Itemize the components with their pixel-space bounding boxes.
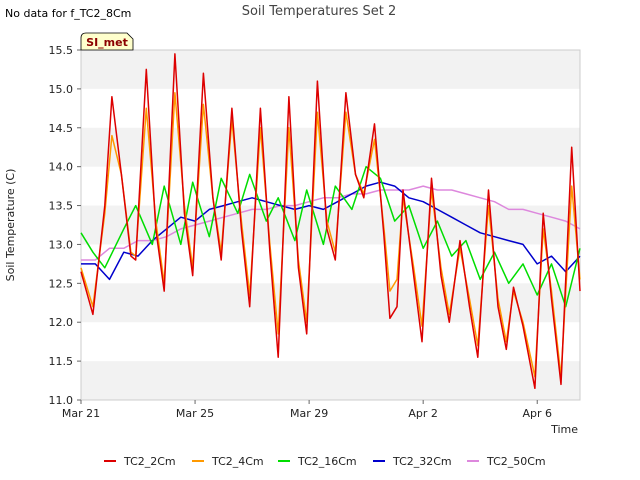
chart-title: Soil Temperatures Set 2	[242, 4, 397, 19]
series-lines	[80, 53, 581, 390]
series-line-tc2_16cm	[80, 165, 581, 308]
site-badge-label: SI_met	[86, 36, 128, 49]
series-line-tc2_32cm	[81, 181, 581, 281]
legend-item: TC2_32Cm	[373, 455, 452, 468]
legend-label: TC2_2Cm	[123, 455, 176, 468]
plot-band	[81, 50, 580, 89]
series-line-tc2_50cm	[81, 185, 581, 261]
plot-frame	[80, 49, 581, 401]
series-line-tc2_2cm	[80, 53, 581, 390]
y-tick-label: 14.5	[49, 122, 74, 135]
y-tick-label: 11.5	[49, 355, 74, 368]
x-tick-label: Apr 2	[408, 407, 438, 420]
no-data-note: No data for f_TC2_8Cm	[5, 7, 132, 20]
y-tick-label: 12.5	[49, 277, 74, 290]
y-axis-label: Soil Temperature (C)	[4, 169, 17, 282]
y-tick-label: 15.0	[49, 83, 74, 96]
plot-band	[81, 361, 580, 400]
legend-label: TC2_32Cm	[392, 455, 452, 468]
legend-item: TC2_16Cm	[278, 455, 357, 468]
y-tick-label: 13.0	[49, 238, 74, 251]
site-badge-shape	[80, 32, 134, 51]
legend-label: TC2_4Cm	[211, 455, 264, 468]
y-tick-label: 15.5	[49, 44, 74, 57]
legend-item: TC2_50Cm	[467, 455, 546, 468]
y-tick-label: 13.5	[49, 200, 74, 213]
y-tick-label: 14.0	[49, 161, 74, 174]
x-axis: Mar 21 Mar 25 Mar 29 Apr 2 Apr 6	[62, 400, 552, 420]
legend-label: TC2_50Cm	[486, 455, 546, 468]
legend-label: TC2_16Cm	[297, 455, 357, 468]
legend-item: TC2_4Cm	[192, 455, 264, 468]
x-tick-label: Mar 25	[176, 407, 214, 420]
x-axis-label: Time	[550, 423, 578, 436]
plot-bands	[81, 50, 580, 400]
y-axis: 11.0 11.5 12.0 12.5 13.0 13.5 14.0 14.5 15.0 15.5	[49, 44, 81, 407]
x-tick-label: Apr 6	[522, 407, 552, 420]
legend-item: TC2_2Cm	[104, 455, 176, 468]
plot-band	[81, 127, 580, 167]
plot-band	[81, 283, 580, 323]
x-tick-label: Mar 21	[62, 407, 100, 420]
chart-legend: TC2_2Cm TC2_4Cm TC2_16Cm TC2_32Cm TC2_50Cm	[104, 455, 546, 468]
x-tick-label: Mar 29	[290, 407, 328, 420]
site-badge: SI_met	[80, 32, 134, 51]
y-tick-label: 11.0	[49, 394, 74, 407]
y-tick-label: 12.0	[49, 316, 74, 329]
